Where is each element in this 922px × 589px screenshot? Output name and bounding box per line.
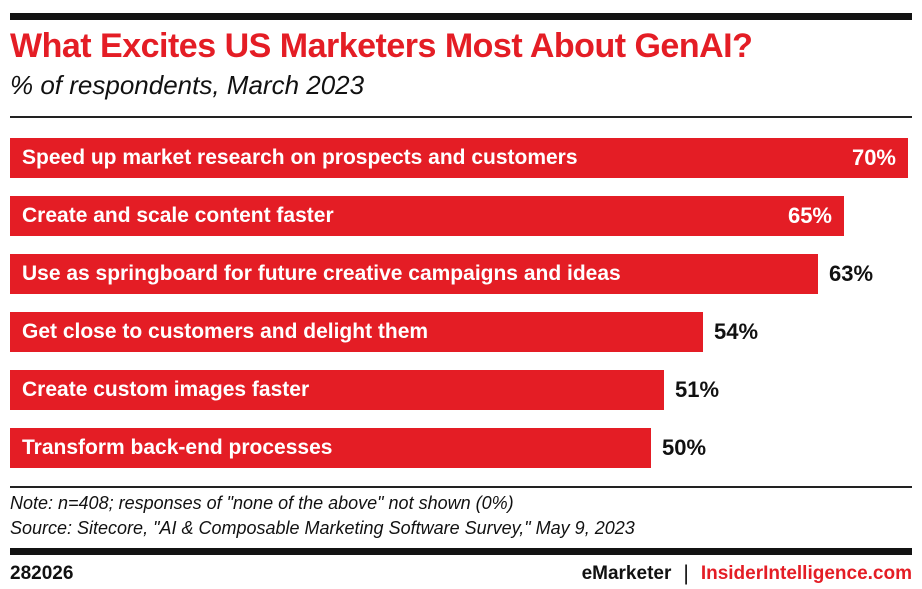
bar-row: Speed up market research on prospects an…: [10, 138, 912, 178]
bar-row: Create and scale content faster 65%: [10, 196, 912, 236]
bar-value-label: 51%: [675, 377, 720, 402]
chart-note: Note: n=408; responses of "none of the a…: [10, 493, 514, 513]
bar-category-label: Create custom images faster: [22, 378, 310, 401]
footer-brands: eMarketer | InsiderIntelligence.com: [582, 562, 912, 586]
bar: Get close to customers and delight them: [10, 312, 703, 352]
bar: Speed up market research on prospects an…: [10, 138, 908, 178]
footer: 282026 eMarketer | InsiderIntelligence.c…: [10, 562, 912, 586]
footnote-divider: [10, 486, 912, 488]
bar-value-label: 54%: [714, 319, 759, 344]
insider-intelligence-link: InsiderIntelligence.com: [700, 563, 912, 584]
chart-source: Source: Sitecore, "AI & Composable Marke…: [10, 518, 635, 538]
header-divider: [10, 116, 912, 118]
bar: Create and scale content faster 65%: [10, 196, 844, 236]
bar-value-label: 65%: [787, 203, 832, 228]
emarketer-logo: eMarketer: [581, 563, 672, 584]
bar-value-label: 50%: [662, 435, 707, 460]
bar-category-label: Create and scale content faster: [22, 204, 334, 227]
chart-subtitle: % of respondents, March 2023: [10, 70, 365, 100]
chart-title: What Excites US Marketers Most About Gen…: [10, 27, 753, 65]
bar: Create custom images faster: [10, 370, 664, 410]
bar: Transform back-end processes: [10, 428, 651, 468]
chart-id: 282026: [10, 563, 74, 584]
bar-row: Get close to customers and delight them 5…: [10, 312, 912, 352]
bar-chart: Speed up market research on prospects an…: [10, 138, 912, 468]
bar-row: Use as springboard for future creative c…: [10, 254, 912, 294]
bar: Use as springboard for future creative c…: [10, 254, 818, 294]
bar-value-label: 63%: [829, 261, 874, 286]
bar-value-label: 70%: [851, 145, 896, 170]
bar-category-label: Transform back-end processes: [22, 436, 333, 459]
bar-category-label: Use as springboard for future creative c…: [22, 262, 621, 285]
footer-separator-icon: |: [683, 562, 689, 585]
bottom-rule: [10, 548, 912, 555]
top-rule: [10, 13, 912, 20]
bar-category-label: Speed up market research on prospects an…: [22, 146, 578, 169]
bar-row: Create custom images faster 51%: [10, 370, 912, 410]
bar-row: Transform back-end processes 50%: [10, 428, 912, 468]
bar-category-label: Get close to customers and delight them: [22, 320, 429, 343]
